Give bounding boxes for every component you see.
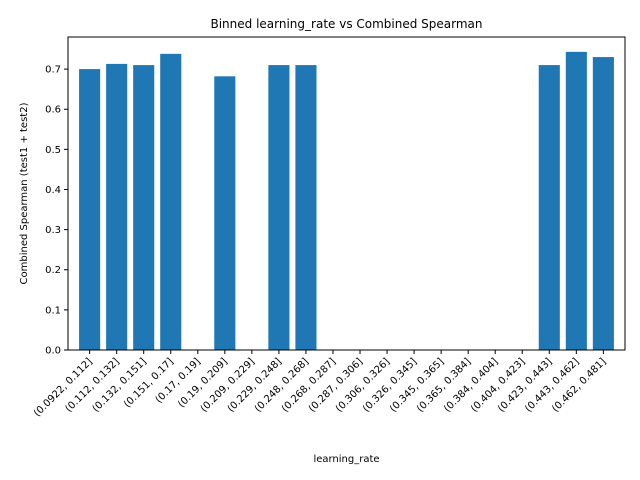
- bar: [295, 65, 317, 350]
- y-axis-label: Combined Spearman (test1 + test2): [19, 102, 30, 284]
- y-tick-label: 0.2: [45, 265, 61, 276]
- y-tick-label: 0.6: [45, 105, 61, 116]
- bar: [214, 76, 236, 351]
- bar: [592, 57, 614, 351]
- bar: [538, 65, 560, 350]
- bar: [106, 63, 128, 351]
- bar: [565, 51, 587, 350]
- y-tick-label: 0.5: [45, 145, 61, 156]
- y-tick-label: 0.0: [45, 346, 61, 357]
- y-tick-label: 0.3: [45, 225, 61, 236]
- y-tick-label: 0.4: [45, 185, 61, 196]
- bars-group: [79, 51, 614, 351]
- bar: [268, 65, 290, 350]
- y-tick-label: 0.1: [45, 305, 61, 316]
- y-tick-label: 0.7: [45, 65, 61, 76]
- bar: [133, 65, 155, 350]
- chart-title: Binned learning_rate vs Combined Spearma…: [210, 17, 482, 31]
- x-axis-label: learning_rate: [313, 454, 379, 465]
- bar: [160, 53, 182, 350]
- bar: [79, 69, 101, 350]
- plot-frame: [67, 36, 626, 351]
- y-axis-ticks: 0.0 0.1 0.2 0.3 0.4 0.5 0.6 0.7: [45, 65, 68, 357]
